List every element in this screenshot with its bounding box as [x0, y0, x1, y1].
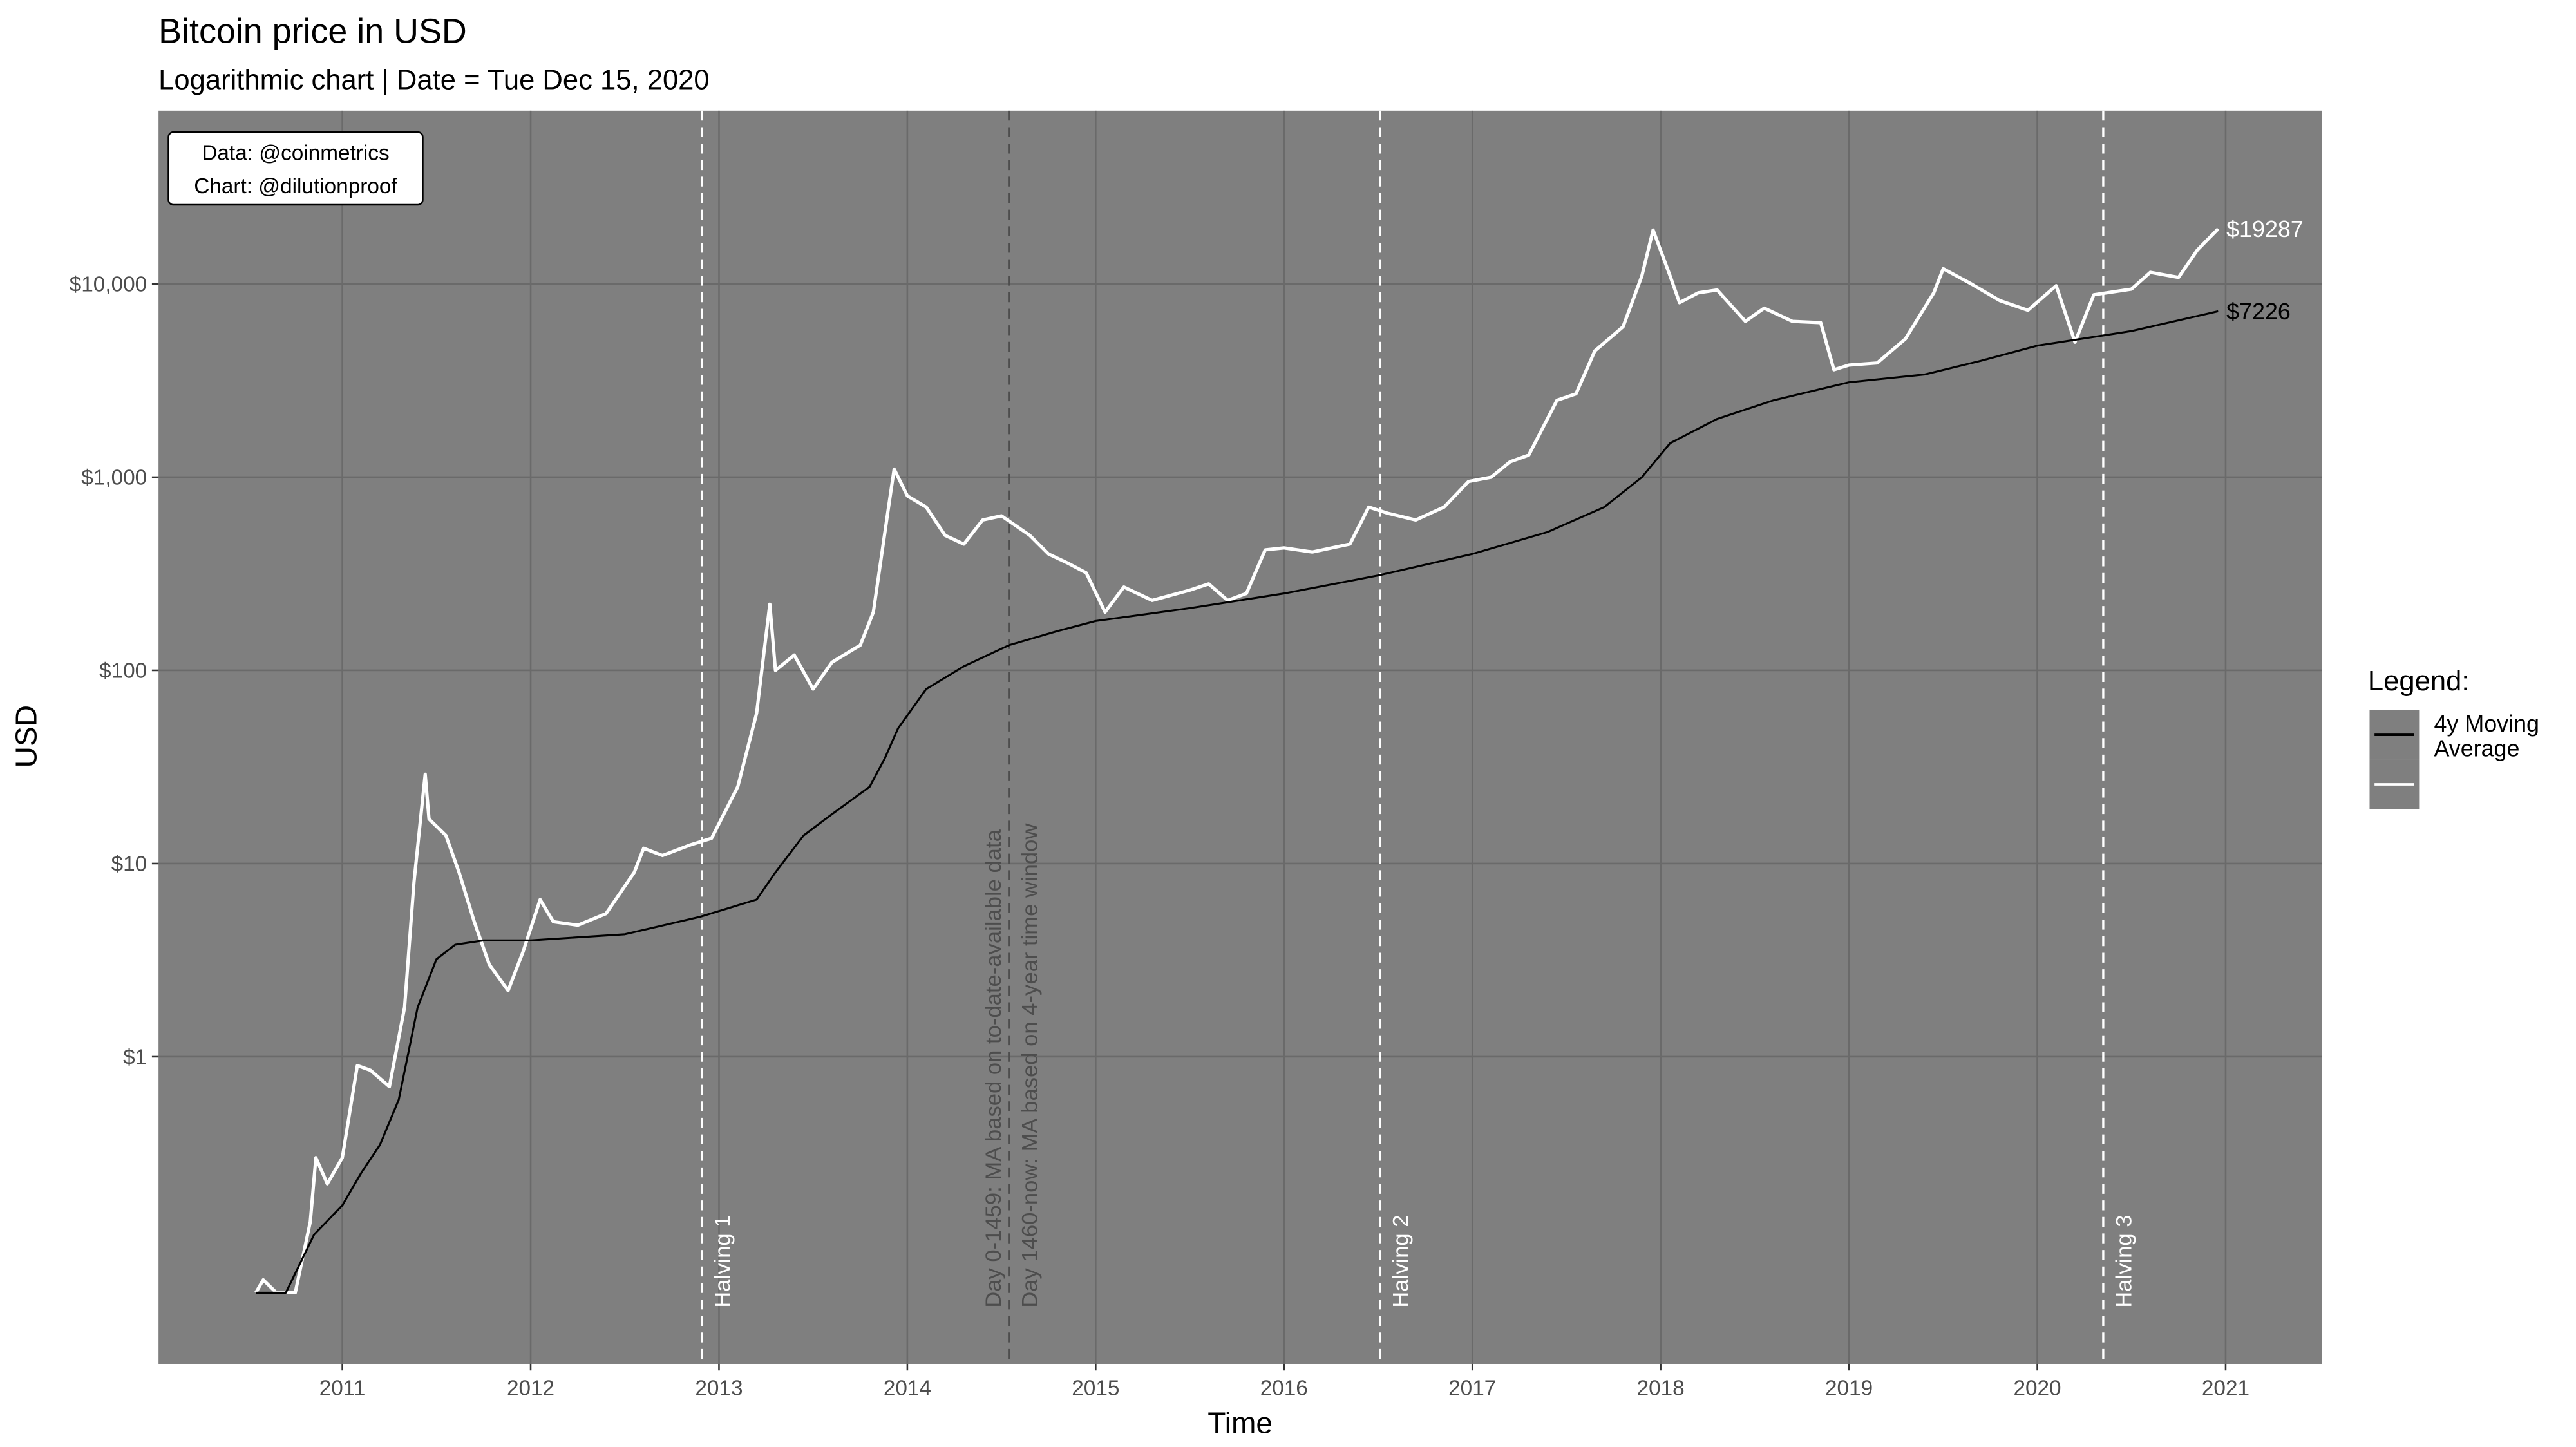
y-tick-label: $10,000 — [70, 272, 147, 296]
y-axis-title: USD — [9, 705, 43, 768]
x-tick-label: 2017 — [1448, 1377, 1496, 1401]
annotation-text: Halving 1 — [711, 1215, 735, 1308]
series-line — [256, 310, 2219, 1294]
caption-box — [167, 131, 424, 206]
end-label: $19287 — [2226, 216, 2304, 242]
x-tick-label: 2016 — [1260, 1377, 1308, 1401]
series-line — [254, 227, 2220, 1295]
x-tick-label: 2012 — [507, 1377, 554, 1401]
caption-text: Chart: @dilutionproof — [194, 175, 397, 198]
x-tick-label: 2013 — [695, 1377, 743, 1401]
caption-text: Data: @coinmetrics — [202, 142, 389, 166]
annotation-text: Halving 2 — [1389, 1215, 1414, 1308]
x-tick-label: 2014 — [884, 1377, 931, 1401]
annotation-text: Halving 3 — [2112, 1215, 2136, 1308]
x-tick-label: 2019 — [1825, 1377, 1873, 1401]
y-tick-label: $100 — [99, 659, 147, 683]
legend-title: Legend: — [2368, 666, 2470, 697]
chart-subtitle: Logarithmic chart | Date = Tue Dec 15, 2… — [158, 65, 710, 96]
legend-label: 4y Moving Average — [2434, 711, 2539, 761]
end-label: $7226 — [2226, 299, 2291, 325]
x-tick-label: 2020 — [2013, 1377, 2061, 1401]
y-tick-label: $1,000 — [81, 466, 147, 489]
annotation-text: Day 0-1459: MA based on to-date-availabl… — [981, 829, 1006, 1307]
x-axis-title: Time — [1208, 1406, 1273, 1440]
chart-title: Bitcoin price in USD — [158, 12, 467, 51]
y-tick-label: $10 — [111, 853, 147, 876]
y-tick-label: $1 — [123, 1046, 147, 1070]
plot-panel — [158, 110, 2322, 1364]
x-tick-label: 2018 — [1637, 1377, 1685, 1401]
x-tick-label: 2011 — [319, 1377, 366, 1401]
x-tick-label: 2015 — [1072, 1377, 1119, 1401]
x-tick-label: 2021 — [2202, 1377, 2249, 1401]
annotation-text: Day 1460-now: MA based on 4-year time wi… — [1018, 823, 1042, 1308]
